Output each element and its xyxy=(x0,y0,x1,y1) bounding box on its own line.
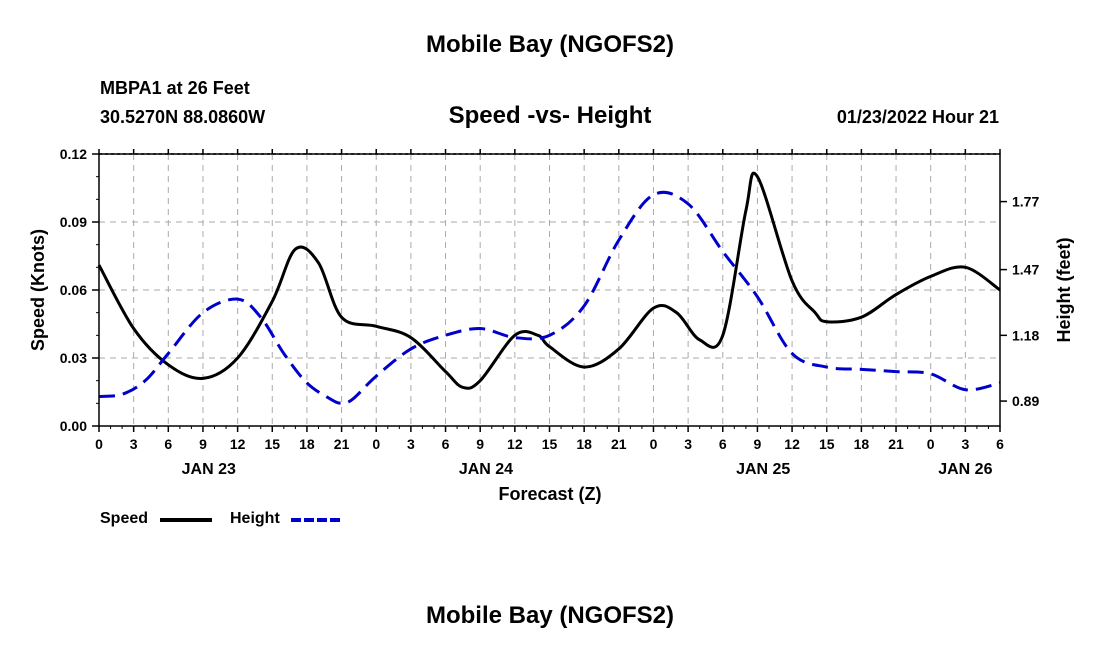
y2-tick-label: 1.18 xyxy=(1012,327,1039,343)
date-label: JAN 25 xyxy=(736,461,790,478)
x-tick-label: 12 xyxy=(507,436,523,452)
page-title-top: Mobile Bay (NGOFS2) xyxy=(425,31,675,58)
y-tick-label: 0.03 xyxy=(60,350,87,366)
x-tick-label: 21 xyxy=(611,436,627,452)
y-axis-label: Speed (Knots) xyxy=(28,229,48,351)
x-tick-label: 12 xyxy=(230,436,246,452)
x-tick-label: 3 xyxy=(684,436,692,452)
x-tick-label: 15 xyxy=(819,436,835,452)
x-tick-label: 6 xyxy=(442,436,450,452)
date-label: JAN 26 xyxy=(938,461,992,478)
legend-height-swatch xyxy=(291,518,343,522)
x-tick-label: 0 xyxy=(95,436,103,452)
x-tick-label: 0 xyxy=(372,436,380,452)
x-tick-label: 6 xyxy=(996,436,1004,452)
legend-speed-swatch xyxy=(160,518,212,522)
x-tick-label: 3 xyxy=(130,436,138,452)
x-tick-label: 6 xyxy=(719,436,727,452)
grid-lines xyxy=(99,154,1000,426)
x-tick-label: 3 xyxy=(961,436,969,452)
x-tick-label: 9 xyxy=(199,436,207,452)
date-label: JAN 24 xyxy=(459,461,513,478)
y2-tick-label: 0.89 xyxy=(1012,393,1039,409)
legend-speed-label: Speed xyxy=(100,510,149,527)
series-line-height xyxy=(98,190,1001,405)
y-tick-label: 0.06 xyxy=(60,282,87,298)
station-coordinates: 30.5270N 88.0860W xyxy=(100,107,266,127)
x-tick-label: 9 xyxy=(754,436,762,452)
y-tick-label: 0.12 xyxy=(60,146,87,162)
axis-ticks: 0 3 6 9 12 15 18 21 0 3 6 9 12 15 18 21 0 3 6 9 12 15 18 21 0 3 6 0… xyxy=(60,146,1040,478)
x-tick-label: 6 xyxy=(164,436,172,452)
speed-height-chart: 0 3 6 9 12 15 18 21 0 3 6 9 12 15 18 21 0 3 6 9 12 15 18 21 0 3 6 0… xyxy=(28,146,1074,504)
x-tick-label: 18 xyxy=(854,436,870,452)
page-title-bottom: Mobile Bay (NGOFS2) xyxy=(425,602,675,629)
x-tick-label: 21 xyxy=(334,436,350,452)
y2-tick-label: 1.77 xyxy=(1012,194,1039,210)
x-tick-label: 18 xyxy=(299,436,315,452)
y2-tick-label: 1.47 xyxy=(1012,262,1039,278)
series-lines xyxy=(97,171,1001,405)
y-tick-label: 0.00 xyxy=(60,418,87,434)
y2-axis-label: Height (feet) xyxy=(1054,238,1074,343)
x-tick-label: 15 xyxy=(542,436,558,452)
x-tick-label: 12 xyxy=(784,436,800,452)
station-label: MBPA1 at 26 Feet xyxy=(100,78,250,98)
x-tick-label: 0 xyxy=(650,436,658,452)
y-tick-label: 0.09 xyxy=(60,214,87,230)
series-line-speed xyxy=(97,171,1001,390)
legend: Speed Height xyxy=(100,509,360,531)
legend-height-label: Height xyxy=(230,510,280,527)
chart-title: Speed -vs- Height xyxy=(448,102,652,129)
x-tick-label: 21 xyxy=(888,436,904,452)
x-tick-label: 3 xyxy=(407,436,415,452)
forecast-timestamp: 01/23/2022 Hour 21 xyxy=(836,107,999,127)
x-tick-label: 0 xyxy=(927,436,935,452)
x-axis-label: Forecast (Z) xyxy=(498,484,601,504)
date-label: JAN 23 xyxy=(182,461,236,478)
x-tick-label: 9 xyxy=(476,436,484,452)
x-tick-label: 15 xyxy=(264,436,280,452)
x-tick-label: 18 xyxy=(576,436,592,452)
